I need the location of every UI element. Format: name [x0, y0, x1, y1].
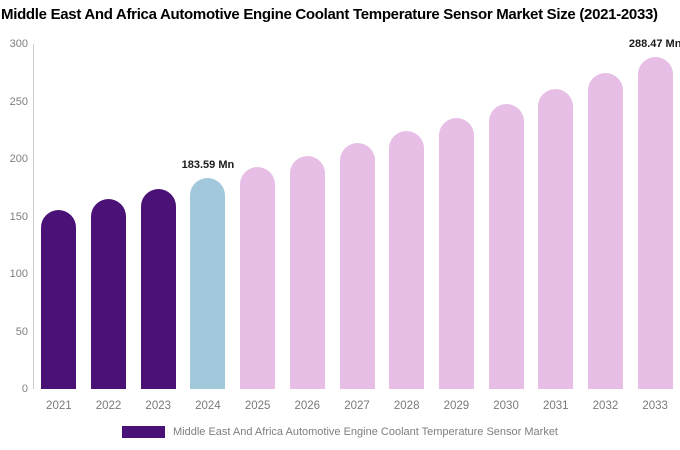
x-tick-2024: 2024 — [195, 400, 221, 412]
bar-2026[interactable] — [289, 155, 325, 389]
annotation-2033: 288.47 Mn — [628, 38, 680, 51]
chart-title: Middle East And Africa Automotive Engine… — [1, 6, 658, 23]
x-tick-2031: 2031 — [542, 400, 569, 412]
x-tick-2025: 2025 — [244, 400, 271, 412]
x-tick-2030: 2030 — [493, 400, 519, 412]
x-tick-2021: 2021 — [46, 400, 72, 412]
bar-2023[interactable] — [140, 188, 176, 389]
y-tick-100: 100 — [9, 268, 28, 280]
x-tick-2023: 2023 — [145, 400, 172, 412]
bar-2029[interactable] — [438, 117, 474, 389]
y-tick-250: 250 — [9, 95, 28, 108]
x-tick-2027: 2027 — [344, 400, 370, 412]
bar-2032[interactable] — [587, 73, 623, 389]
x-tick-2022: 2022 — [95, 400, 122, 412]
annotation-2024: 183.59 Mn — [181, 158, 235, 171]
y-tick-0: 0 — [21, 383, 28, 395]
x-tick-2026: 2026 — [294, 400, 321, 412]
bar-2022[interactable] — [91, 199, 127, 389]
bar-2033[interactable] — [637, 57, 673, 389]
bar-2027[interactable] — [339, 143, 375, 389]
bar-2024[interactable] — [190, 177, 226, 389]
legend-item[interactable]: Middle East And Africa Automotive Engine… — [0, 426, 680, 438]
y-tick-150: 150 — [9, 210, 28, 223]
x-tick-2029: 2029 — [443, 400, 470, 412]
x-tick-2028: 2028 — [393, 400, 420, 412]
x-tick-2032: 2032 — [592, 400, 619, 412]
x-tick-2033: 2033 — [642, 400, 668, 412]
bar-2021[interactable] — [41, 209, 77, 389]
y-axis-line — [33, 44, 34, 389]
bar-2025[interactable] — [240, 166, 276, 389]
y-tick-200: 200 — [9, 153, 28, 165]
bar-2028[interactable] — [389, 130, 425, 389]
legend-label: Middle East And Africa Automotive Engine… — [172, 426, 558, 438]
bar-2031[interactable] — [538, 88, 574, 389]
legend-swatch — [121, 426, 165, 438]
bar-2030[interactable] — [488, 103, 524, 389]
y-tick-50: 50 — [15, 325, 28, 338]
y-tick-300: 300 — [9, 38, 28, 50]
